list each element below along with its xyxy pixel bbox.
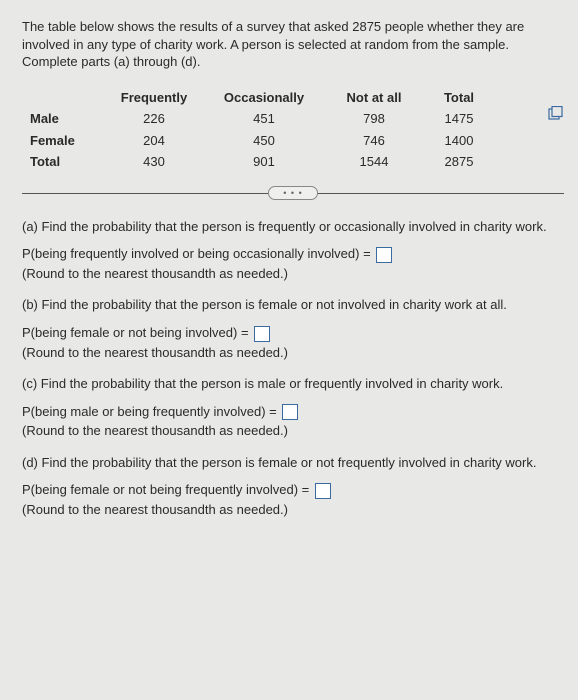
cell: 1544 [324, 151, 424, 173]
cell: 2875 [424, 151, 494, 173]
data-table: Frequently Occasionally Not at all Total… [30, 87, 564, 173]
part-c-question: (c) Find the probability that the person… [22, 375, 564, 393]
part-b-equation: P(being female or not being involved) = [22, 325, 249, 340]
cell: 798 [324, 108, 424, 130]
intro-text: The table below shows the results of a s… [22, 18, 564, 71]
part-c-answer-input[interactable] [282, 404, 298, 420]
cell: 226 [104, 108, 204, 130]
part-c-equation: P(being male or being frequently involve… [22, 404, 277, 419]
part-b-question: (b) Find the probability that the person… [22, 296, 564, 314]
part-d-answer-input[interactable] [315, 483, 331, 499]
part-a: (a) Find the probability that the person… [22, 218, 564, 283]
row-label-total: Total [30, 151, 104, 173]
part-b: (b) Find the probability that the person… [22, 296, 564, 361]
table-row: Total 430 901 1544 2875 [30, 151, 494, 173]
part-d-question: (d) Find the probability that the person… [22, 454, 564, 472]
part-c: (c) Find the probability that the person… [22, 375, 564, 440]
copy-icon[interactable] [548, 106, 564, 120]
row-label-male: Male [30, 108, 104, 130]
part-d-round-hint: (Round to the nearest thousandth as need… [22, 501, 564, 519]
cell: 450 [204, 130, 324, 152]
part-b-round-hint: (Round to the nearest thousandth as need… [22, 344, 564, 362]
part-a-answer-input[interactable] [376, 247, 392, 263]
col-occasionally: Occasionally [204, 87, 324, 109]
col-frequently: Frequently [104, 87, 204, 109]
cell: 746 [324, 130, 424, 152]
expand-button[interactable]: • • • [268, 186, 318, 200]
part-a-round-hint: (Round to the nearest thousandth as need… [22, 265, 564, 283]
part-a-question: (a) Find the probability that the person… [22, 218, 564, 236]
part-d-equation: P(being female or not being frequently i… [22, 482, 309, 497]
cell: 901 [204, 151, 324, 173]
part-c-round-hint: (Round to the nearest thousandth as need… [22, 422, 564, 440]
part-d: (d) Find the probability that the person… [22, 454, 564, 519]
table-row: Female 204 450 746 1400 [30, 130, 494, 152]
cell: 451 [204, 108, 324, 130]
row-label-female: Female [30, 130, 104, 152]
cell: 430 [104, 151, 204, 173]
part-b-answer-input[interactable] [254, 326, 270, 342]
col-not-at-all: Not at all [324, 87, 424, 109]
cell: 1475 [424, 108, 494, 130]
col-total: Total [424, 87, 494, 109]
part-a-equation: P(being frequently involved or being occ… [22, 246, 371, 261]
table-header-row: Frequently Occasionally Not at all Total [30, 87, 494, 109]
table-row: Male 226 451 798 1475 [30, 108, 494, 130]
cell: 204 [104, 130, 204, 152]
cell: 1400 [424, 130, 494, 152]
